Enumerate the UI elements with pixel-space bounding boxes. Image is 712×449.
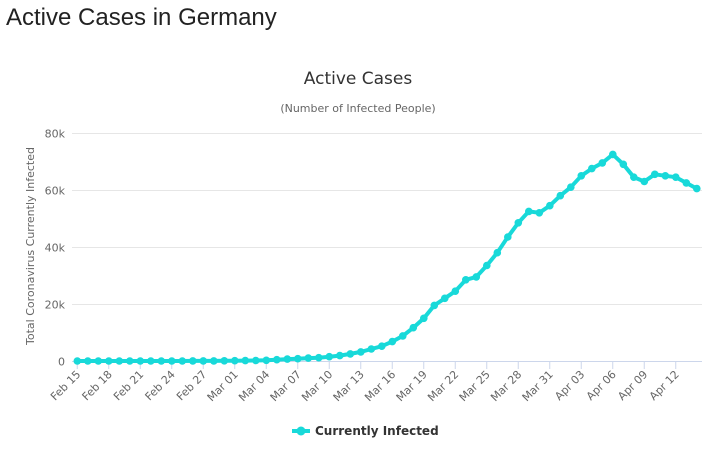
x-tick-label: Mar 16 [362, 368, 398, 404]
data-point[interactable] [220, 357, 229, 365]
data-point[interactable] [231, 356, 239, 365]
x-tick-label: Feb 21 [111, 368, 146, 403]
x-tick-label: Apr 12 [647, 368, 682, 403]
data-point[interactable] [378, 342, 386, 351]
x-tick-label: Mar 01 [205, 368, 241, 404]
data-point[interactable] [682, 179, 691, 187]
data-point[interactable] [304, 354, 313, 362]
data-point[interactable] [252, 356, 260, 365]
data-point[interactable] [441, 294, 449, 303]
data-point[interactable] [199, 357, 208, 365]
x-tick-label: Feb 18 [80, 368, 115, 403]
data-point[interactable] [178, 357, 187, 365]
data-point[interactable] [136, 357, 145, 365]
data-point[interactable] [315, 353, 323, 362]
data-point[interactable] [115, 357, 124, 365]
data-point[interactable] [94, 357, 103, 365]
x-tick-label: Feb 27 [174, 368, 209, 403]
data-point[interactable] [619, 160, 628, 169]
data-point[interactable] [283, 355, 292, 363]
data-point[interactable] [126, 357, 134, 365]
data-point[interactable] [105, 357, 113, 365]
data-point[interactable] [661, 172, 670, 180]
data-point[interactable] [84, 357, 92, 365]
x-tick-label: Mar 31 [520, 368, 556, 404]
data-point[interactable] [273, 355, 281, 364]
data-point[interactable] [367, 345, 376, 353]
x-tick-label: Mar 04 [236, 368, 272, 404]
series-line [75, 152, 699, 363]
x-tick-label: Mar 10 [299, 368, 335, 404]
data-point[interactable] [483, 261, 491, 270]
chart-title: Active Cases [304, 69, 413, 89]
data-point[interactable] [693, 184, 701, 193]
data-point[interactable] [546, 201, 554, 210]
data-point[interactable] [556, 191, 565, 200]
legend[interactable]: Currently Infected [292, 424, 439, 438]
chart-subtitle: (Number of Infected People) [280, 102, 435, 115]
y-tick-label: 60k [45, 185, 66, 198]
y-tick-label: 40k [45, 242, 66, 255]
data-point[interactable] [336, 351, 344, 360]
data-point[interactable] [409, 323, 418, 332]
data-point[interactable] [504, 233, 512, 241]
x-tick-label: Apr 03 [552, 368, 587, 403]
data-point[interactable] [672, 173, 680, 181]
data-point[interactable] [630, 173, 638, 181]
data-point[interactable] [157, 357, 166, 365]
x-tick-label: Mar 22 [425, 368, 461, 404]
data-point[interactable] [514, 219, 523, 227]
data-point[interactable] [577, 172, 586, 180]
series-layer [73, 150, 701, 365]
data-point[interactable] [210, 357, 218, 365]
data-point[interactable] [525, 207, 533, 216]
y-tick-label: 0 [58, 356, 65, 369]
y-tick-label: 80k [45, 128, 66, 141]
data-point[interactable] [168, 357, 176, 365]
legend-symbol-marker [296, 426, 306, 436]
data-point[interactable] [325, 352, 334, 361]
legend-label: Currently Infected [315, 424, 439, 438]
data-point[interactable] [420, 314, 428, 323]
x-tick-label: Mar 07 [268, 368, 304, 404]
x-tick-label: Mar 25 [457, 368, 493, 404]
data-point[interactable] [535, 209, 544, 217]
x-tick-label: Mar 28 [488, 368, 524, 404]
y-tick-labels: 0 20k 40k 60k 80k [45, 128, 66, 369]
data-point[interactable] [357, 348, 365, 356]
data-point[interactable] [451, 287, 460, 296]
data-point[interactable] [598, 159, 607, 167]
y-axis-title: Total Coronavirus Currently Infected [24, 147, 37, 346]
page-title: Active Cases in Germany [6, 4, 277, 31]
data-point[interactable] [609, 150, 617, 159]
data-point[interactable] [651, 170, 659, 179]
data-point[interactable] [241, 356, 250, 365]
x-tick-label: Apr 09 [615, 368, 650, 403]
data-point[interactable] [189, 357, 197, 365]
data-point[interactable] [294, 354, 302, 363]
data-point[interactable] [640, 177, 649, 186]
data-point[interactable] [147, 357, 155, 365]
data-point[interactable] [399, 332, 407, 340]
x-tick-label: Feb 24 [143, 368, 178, 403]
data-point[interactable] [472, 273, 481, 281]
data-point[interactable] [493, 248, 502, 257]
data-point[interactable] [388, 337, 397, 346]
data-point[interactable] [567, 183, 575, 191]
data-point[interactable] [346, 350, 355, 358]
x-tick-label: Feb 15 [48, 368, 83, 403]
y-tick-label: 20k [45, 299, 66, 312]
data-point[interactable] [430, 301, 439, 310]
x-tick-label: Mar 19 [394, 368, 430, 404]
grid-layer [72, 133, 702, 305]
data-point[interactable] [262, 356, 271, 365]
data-point[interactable] [462, 276, 470, 284]
x-tick-label: Mar 13 [331, 368, 367, 404]
data-point[interactable] [73, 357, 82, 365]
data-point[interactable] [588, 164, 596, 173]
x-tick-label: Apr 06 [584, 368, 619, 403]
